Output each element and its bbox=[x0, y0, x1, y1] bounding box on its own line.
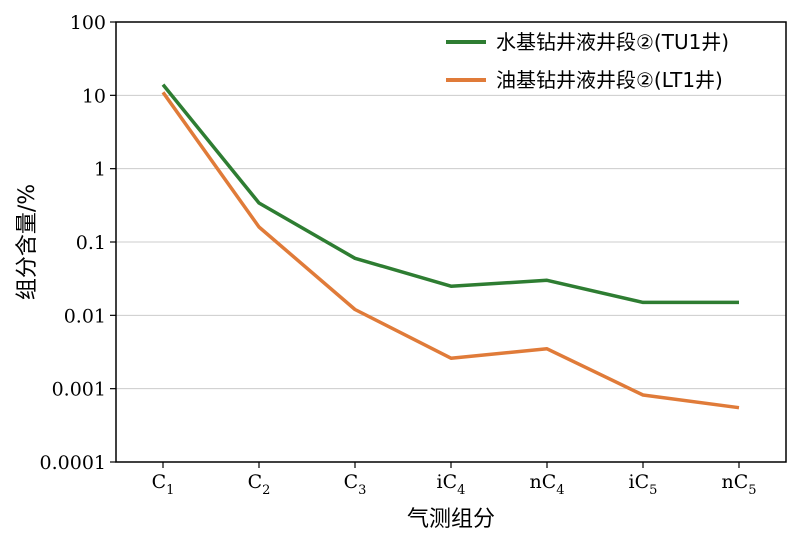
y-tick-label: 0.1 bbox=[76, 232, 106, 254]
y-tick-label: 0.001 bbox=[52, 379, 106, 401]
series-line-2 bbox=[161, 91, 740, 410]
y-tick-label: 0.01 bbox=[64, 305, 106, 327]
x-axis: C1 C2 C3 iC4 nC4 iC5 nC5 bbox=[152, 462, 757, 498]
x-tick-label: iC5 bbox=[629, 471, 658, 498]
series-line-1 bbox=[161, 83, 739, 305]
y-tick-label: 0.0001 bbox=[40, 452, 106, 474]
y-tick-label: 10 bbox=[82, 85, 106, 107]
x-tick-label: C2 bbox=[248, 471, 271, 498]
legend-label: 水基钻井液井段②(TU1井) bbox=[496, 30, 729, 54]
x-tick-label: iC4 bbox=[437, 471, 466, 498]
x-tick-label: nC4 bbox=[529, 471, 564, 498]
y-axis: 0.0001 0.001 0.01 0.1 1 10 100 bbox=[40, 12, 116, 474]
grid-lines bbox=[116, 94, 786, 390]
y-tick-label: 1 bbox=[94, 159, 106, 181]
x-tick-label: nC5 bbox=[721, 471, 756, 498]
legend-label: 油基钻井液井段②(LT1井) bbox=[496, 68, 723, 92]
x-tick-label: C1 bbox=[152, 471, 175, 498]
x-tick-label: C3 bbox=[344, 471, 367, 498]
series-lines bbox=[161, 83, 740, 410]
x-axis-title: 气测组分 bbox=[407, 507, 495, 532]
y-tick-label: 100 bbox=[70, 12, 106, 34]
y-axis-title: 组分含量/% bbox=[15, 184, 40, 300]
legend: 水基钻井液井段②(TU1井) 油基钻井液井段②(LT1井) bbox=[446, 30, 729, 92]
